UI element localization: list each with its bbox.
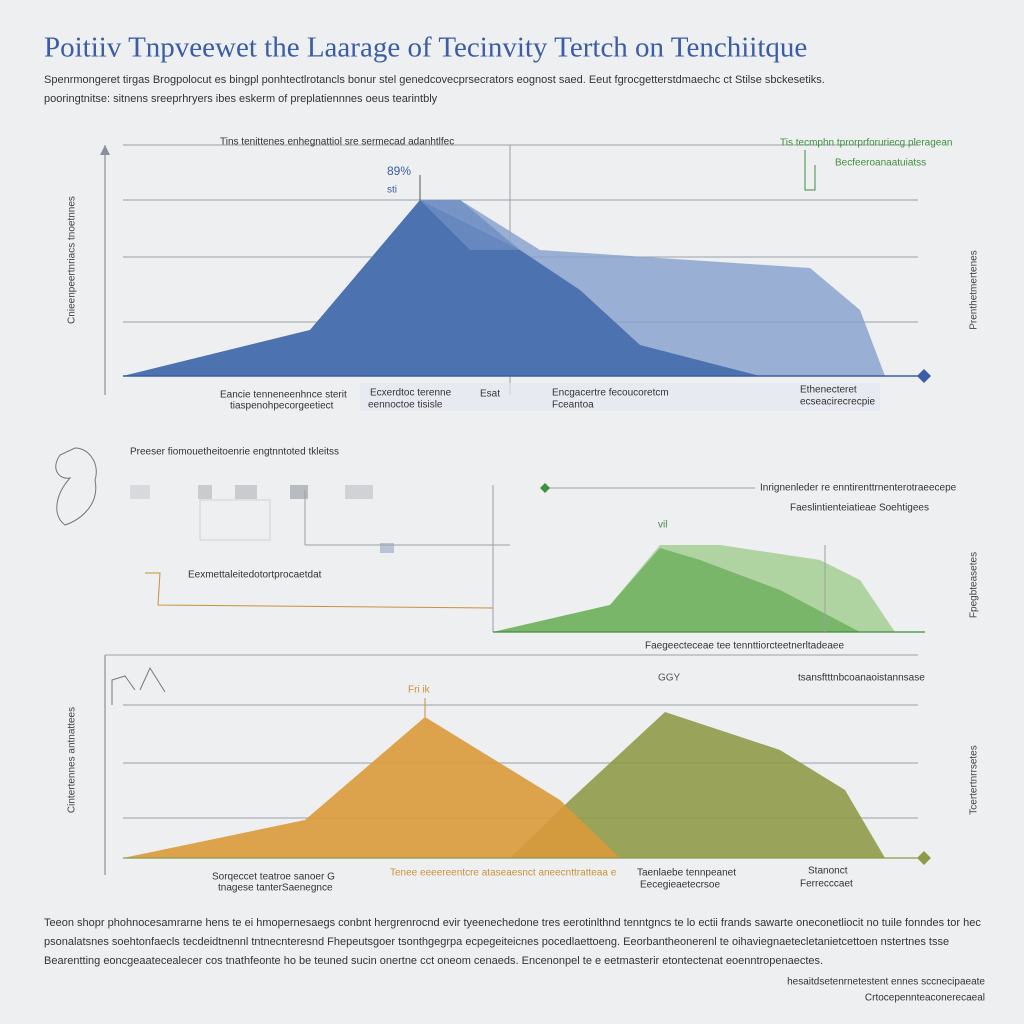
- x-label: Faegeecteceae tee tennttiorcteetnerltade…: [645, 641, 844, 652]
- subtitle-line: Spenrmongeret tirgas Brogpolocut es bing…: [44, 74, 825, 86]
- x-label: Taenlaebe tennpeanet: [637, 868, 736, 879]
- sketch-icon: [55, 447, 97, 526]
- credit: Crtocepennteaconerecaeal: [865, 993, 985, 1004]
- peak-label: Fri ik: [408, 685, 431, 696]
- side-label: Prenthetmertenes: [969, 250, 980, 330]
- x-label: tiaspenohpecorgeetiect: [230, 401, 334, 412]
- sketch-icon: [111, 666, 166, 705]
- peak-sublabel: sti: [387, 185, 397, 196]
- callout: Eexmettaleitedotortprocaetdat: [188, 570, 322, 581]
- x-label: Ferrecccaet: [800, 879, 853, 890]
- diamond-marker: [917, 369, 931, 383]
- panel-heading: Tins tenittenes enhegnattiol sre sermeca…: [220, 137, 454, 148]
- footer-line: Bearentting eoncgeaatecealecer cos tnath…: [44, 955, 823, 967]
- x-label: ecseacirecrecpie: [800, 397, 875, 408]
- title: Poitiiv Tnpveewet the Laarage of Tecinvi…: [44, 32, 807, 64]
- area-highlight: [420, 200, 520, 250]
- note-bracket: [804, 150, 816, 191]
- peak-label: vil: [658, 520, 667, 531]
- footer-line: psonalatsnes soehtonfaecls tecdeidtnennl…: [44, 936, 949, 948]
- peak-label: 89%: [387, 164, 411, 178]
- block: [235, 485, 257, 499]
- block: [345, 485, 373, 499]
- x-label: Encgacertre fecoucoretcm: [552, 388, 669, 399]
- block: [380, 543, 394, 553]
- credit: hesaitdsetenrnetestent ennes sccnecipaea…: [787, 977, 985, 988]
- note: Becfeeroanaatuiatss: [835, 158, 926, 169]
- x-label: Stanonct: [808, 866, 848, 877]
- note: Inrignenleder re enntirenttrnenterotraee…: [760, 483, 957, 494]
- area-front: [493, 548, 860, 632]
- x-label: Ecxerdtoc terenne: [370, 388, 452, 399]
- axis-arrow: [100, 145, 110, 155]
- area-olive: [510, 712, 885, 858]
- x-label: Esat: [480, 389, 500, 400]
- note: tsansftttnbcoanaoistannsase: [798, 673, 925, 684]
- peak-label: GGY: [658, 673, 681, 684]
- x-label: tnagese tanterSaenegnce: [218, 883, 333, 894]
- side-label: Fpegbteasetes: [969, 552, 980, 618]
- x-label: Ethenecteret: [800, 385, 857, 396]
- footer-line: Teeon shopr phohnocesamrarne hens te ei …: [44, 917, 981, 929]
- block-outline: [199, 499, 271, 541]
- subtitle-line: pooringtnitse: sitnens sreeprhryers ibes…: [44, 93, 438, 105]
- diamond-marker: [917, 851, 931, 865]
- note: Faeslintienteiatieae Soehtigees: [790, 503, 929, 514]
- x-label: Fceantoa: [552, 400, 594, 411]
- x-label: eennoctoe tisisle: [368, 400, 443, 411]
- block: [198, 485, 212, 499]
- connector: [145, 572, 494, 609]
- area-front: [123, 200, 760, 376]
- diamond-marker: [540, 483, 550, 493]
- x-label: Sorqeccet teatroe sanoer G: [212, 872, 335, 883]
- x-label: Eancie tenneneenhnce sterit: [220, 390, 347, 401]
- x-label: Tenee eeeereentcre ataseaesnct aneecnttr…: [390, 868, 617, 879]
- side-label: Cnieenpeertnriacs tnoetnnes: [67, 196, 78, 324]
- block: [290, 485, 308, 499]
- side-label: Tcertertnrrsetes: [969, 745, 980, 814]
- x-label: Eecegieaetecrsoe: [640, 880, 720, 891]
- label-band: [360, 383, 880, 411]
- note: Tis tecmphn tprorprforuriecg pleragean: [780, 138, 953, 149]
- panel-heading: Preeser fiomouetheitoenrie engtnntoted t…: [130, 447, 339, 458]
- area-orange: [123, 717, 620, 858]
- side-label: Cintertennes antnattees: [67, 707, 78, 813]
- block: [130, 485, 150, 499]
